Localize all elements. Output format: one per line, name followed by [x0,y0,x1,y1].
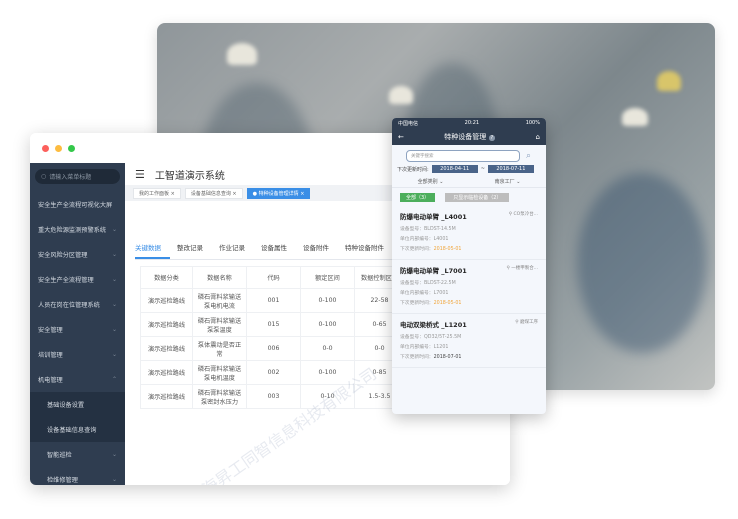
home-icon[interactable]: ⌂ [535,132,540,141]
sidebar-item[interactable]: 培训管理 ⌄ [38,351,117,359]
sidebar-item[interactable]: 人员在岗在位管理系统 ⌄ [38,301,117,309]
table-cell: 0-100 [300,360,355,385]
sidebar-item[interactable]: 安全生产全流程可视化大屏 [38,202,113,209]
data-table: 数据分类 数据名称 代码 额定区间 数据控制区间 演示巡检路线 磷石膏料浆输送泵电机电流 00… [140,266,405,409]
mobile-title: 特种设备管理 [444,132,487,141]
chevron-down-icon: ⌄ [111,326,117,333]
column-header: 额定区间 [300,266,355,289]
chevron-down-icon: ⌄ [111,451,117,458]
back-arrow-icon[interactable]: ← [398,132,404,141]
table-cell: 002 [246,360,301,385]
location-pin-icon: ⚲ [515,320,519,325]
tag[interactable]: ● 特种设备管理详情 × [246,187,311,199]
tab[interactable]: 整改记录 [177,244,203,252]
table-row: 演示巡检路线 泵体震动是否正常 006 0-0 0-0 [140,336,405,361]
menu-toggle-icon[interactable]: ☰ [135,167,145,181]
chevron-down-icon: ⌄ [111,301,117,308]
factory-filter[interactable]: 南京工厂 ⌄ [494,179,521,185]
equipment-card[interactable]: 防爆电动单臂 _L7001 ⚲ 一楼甲製合... 设备型号：BLDST-22.5M 单… [392,260,546,314]
table-row: 演示巡检路线 磷石膏料浆输送泵电机电流 001 0-100 22-58 [140,288,405,313]
tab[interactable]: 作业记录 [219,244,245,252]
table-cell: 磷石膏料浆输送泵泵温度 [192,312,247,337]
table-cell: 0-100 [300,288,355,313]
search-icon: ○ [41,173,47,180]
sidebar-item[interactable]: 机电管理 ⌃ [38,376,117,384]
table-cell: 演示巡检路线 [140,288,193,313]
table-row: 演示巡检路线 磷石膏料浆输送泵电机温度 002 0-100 0-85 [140,360,405,385]
sidebar-item[interactable]: 安全风险分区管理 ⌄ [38,251,117,259]
table-cell: 泵体震动是否正常 [192,336,247,361]
submenu-item[interactable]: 基础设备设置 [47,402,85,409]
submenu: 基础设备设置 设备基础信息查询 [30,392,125,442]
table-row: 演示巡检路线 磷石膏料浆输送泵密封水压力 003 0-10 1.5-3.5 [140,384,405,409]
category-filter[interactable]: 全部类别 ⌄ [417,179,444,185]
mobile-nav: ← 特种设备管理 ? ⌂ [392,128,546,145]
location-pin-icon: ⚲ [508,212,513,217]
table-cell: 0-10 [300,384,355,409]
chevron-down-icon: ⌄ [111,251,117,258]
equipment-card[interactable]: 电动双梁桥式 _L1201 ⚲ 磨煤工序 设备型号：QD32/5T-25.5M 单位内… [392,314,546,368]
sidebar-item[interactable]: 重大危险源监测预警系统 ⌄ [38,226,117,234]
chevron-down-icon: ⌄ [111,226,117,233]
tab[interactable]: 设备属性 [261,244,287,252]
table-cell: 006 [246,336,301,361]
tag[interactable]: 设备基础信息查询 × [184,187,243,199]
close-dot[interactable] [42,144,49,152]
temp-check-button[interactable]: 只显示临检设备（2） [445,193,510,202]
table-cell: 演示巡检路线 [140,336,193,361]
sidebar: ○ 请输入菜单标题 安全生产全流程可视化大屏 重大危险源监测预警系统 ⌄ 安全风险分区管… [30,163,125,485]
search-icon[interactable]: ⌕ [526,151,532,161]
tab-bar: 关键数据 整改记录 作业记录 设备属性 设备附件 特种设备附件 [135,239,415,260]
chevron-down-icon: ⌄ [111,351,117,358]
close-icon[interactable]: × [232,190,237,197]
tag[interactable]: 我的工作面板 × [133,187,181,199]
sidebar-item[interactable]: 智能巡检 ⌄ [47,451,117,459]
table-cell: 015 [246,312,301,337]
minimize-dot[interactable] [55,144,62,152]
chevron-up-icon: ⌃ [111,376,117,383]
sidebar-item[interactable]: 检维修管理 ⌄ [47,476,117,484]
date-from[interactable]: 2018-04-11 [431,165,478,173]
submenu-item[interactable]: 设备基础信息查询 [47,427,97,434]
close-icon[interactable]: × [170,190,175,197]
menu-search-input[interactable]: ○ 请输入菜单标题 [35,169,120,184]
table-cell: 磷石膏料浆输送泵电机温度 [192,360,247,385]
table-cell: 0-0 [300,336,355,361]
all-button[interactable]: 全部（3） [400,193,436,202]
table-cell: 演示巡检路线 [140,384,193,409]
location-pin-icon: ⚲ [506,266,510,271]
tab[interactable]: 关键数据 [135,239,170,259]
tab[interactable]: 设备附件 [303,244,329,252]
column-header: 数据分类 [140,266,193,289]
table-cell: 003 [246,384,301,409]
table-cell: 磷石膏料浆输送泵电机电流 [192,288,247,313]
help-icon[interactable]: ? [488,134,496,141]
tab[interactable]: 特种设备附件 [345,244,384,252]
page-title: 工智道演示系统 [154,170,225,182]
table-row: 演示巡检路线 磷石膏料浆输送泵泵温度 015 0-100 0-65 [140,312,405,337]
status-bar: 中国电信 20:21 100% [392,118,546,128]
close-icon[interactable]: × [300,190,305,197]
table-cell: 0-100 [300,312,355,337]
chevron-down-icon: ⌄ [111,476,117,483]
date-to[interactable]: 2018-07-11 [487,165,534,173]
column-header: 数据名称 [192,266,247,289]
column-header: 代码 [246,266,301,289]
sidebar-item[interactable]: 安全生产全流程管理 ⌄ [38,276,117,284]
table-cell: 演示巡检路线 [140,360,193,385]
mobile-search-input[interactable]: 关键字搜索 [406,150,520,162]
table-cell: 演示巡检路线 [140,312,193,337]
table-cell: 磷石膏料浆输送泵密封水压力 [192,384,247,409]
maximize-dot[interactable] [68,144,75,152]
table-cell: 001 [246,288,301,313]
chevron-down-icon: ⌄ [111,276,117,283]
sidebar-item[interactable]: 安全管理 ⌄ [38,326,117,334]
mobile-screen: 中国电信 20:21 100% ← 特种设备管理 ? ⌂ 关键字搜索 ⌕ 下次更新时… [392,118,546,414]
equipment-card[interactable]: 防爆电动单臂 _L4001 ⚲ CO泵冷台... 设备型号：BLDST-14.5M 单… [392,206,546,260]
